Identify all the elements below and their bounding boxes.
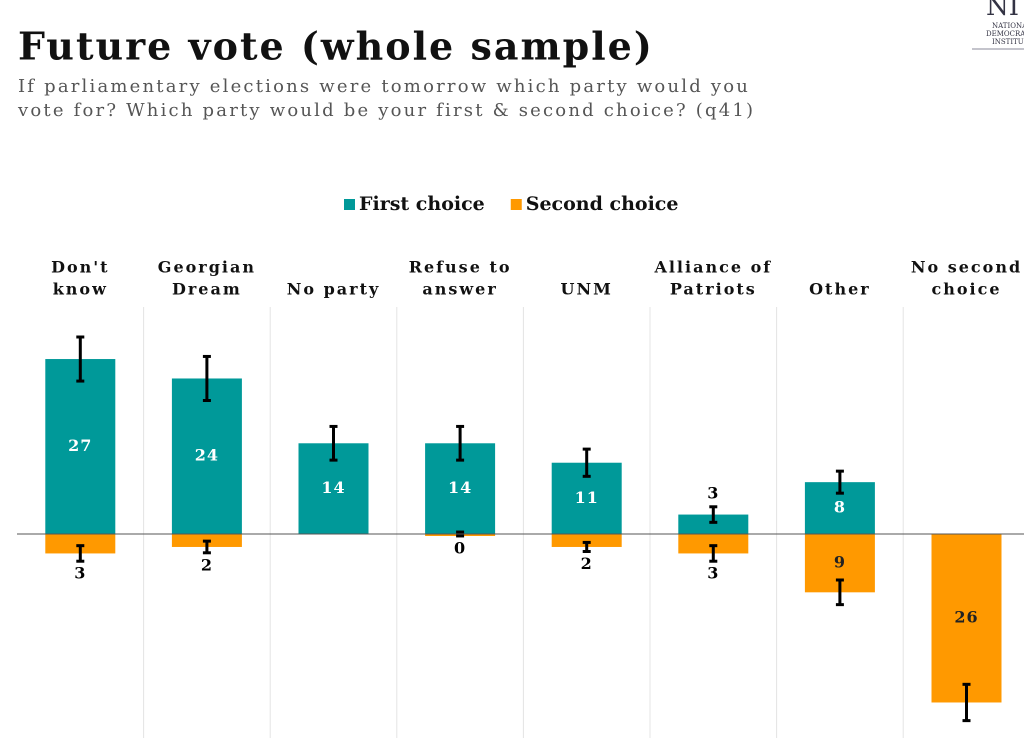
category-label: choice — [931, 280, 1001, 299]
category-label: Patriots — [670, 280, 757, 299]
logo: INSTITU — [992, 38, 1024, 46]
category-label: Alliance of — [653, 258, 772, 277]
legend-label: Second choice — [526, 193, 679, 215]
category-label: Don't — [51, 258, 109, 277]
category-label: UNM — [561, 280, 613, 299]
logo: NATIONA — [992, 22, 1024, 30]
legend-swatch — [344, 199, 355, 210]
value-label: 9 — [834, 553, 846, 572]
value-label: 11 — [575, 488, 599, 507]
logo: NI — [986, 0, 1019, 22]
bar — [678, 514, 749, 534]
bar — [678, 534, 749, 554]
chart-title: Future vote (whole sample) — [18, 24, 654, 69]
value-label: 3 — [707, 483, 719, 502]
category-label: No second — [911, 258, 1022, 277]
value-label: 0 — [454, 538, 466, 557]
bar — [171, 378, 242, 534]
category-label: Other — [809, 280, 871, 299]
value-label: 2 — [201, 555, 213, 574]
value-label: 26 — [954, 608, 978, 627]
category-label: answer — [422, 280, 497, 299]
subtitle: If parliamentary elections were tomorrow… — [18, 76, 750, 97]
bar — [45, 359, 116, 534]
bar — [931, 534, 1002, 703]
value-label: 14 — [448, 478, 472, 497]
value-label: 14 — [321, 478, 345, 497]
value-label: 3 — [707, 564, 719, 583]
bar — [551, 534, 622, 547]
value-label: 2 — [581, 554, 593, 573]
subtitle: vote for? Which party would be your firs… — [17, 100, 755, 121]
legend-swatch — [510, 199, 522, 210]
legend-label: First choice — [359, 193, 485, 215]
category-label: know — [53, 280, 108, 299]
bar — [45, 534, 116, 554]
logo: DEMOCRA — [986, 30, 1024, 38]
category-label: Dream — [172, 280, 242, 299]
category-label: Georgian — [158, 258, 256, 277]
value-label: 27 — [68, 436, 92, 455]
value-label: 3 — [74, 564, 86, 583]
category-label: No party — [287, 280, 381, 299]
value-label: 8 — [834, 498, 846, 517]
value-label: 24 — [195, 446, 219, 465]
category-label: Refuse to — [409, 258, 512, 277]
